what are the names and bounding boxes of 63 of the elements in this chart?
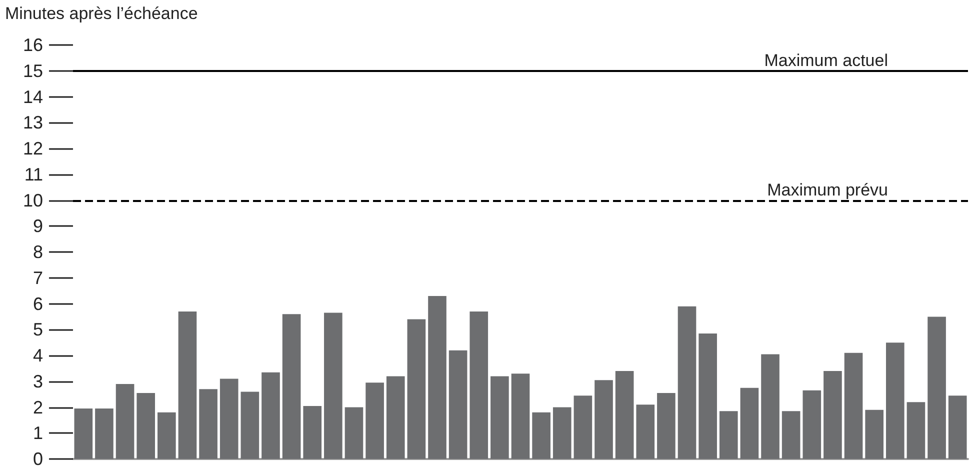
bar (761, 354, 780, 459)
y-tick-label: 14 (22, 86, 43, 107)
y-tick-label: 4 (32, 346, 43, 366)
y-tick-label: 12 (22, 138, 43, 158)
bar (678, 306, 696, 459)
bar (615, 371, 634, 459)
y-tick-label: 16 (22, 35, 43, 55)
bar (95, 408, 114, 459)
ref-line-label: Maximum prévu (767, 180, 888, 200)
bar (303, 406, 322, 459)
bar (136, 393, 156, 459)
bar (636, 404, 655, 459)
bar (844, 352, 863, 459)
bar (782, 411, 800, 459)
bar (906, 402, 926, 459)
bar (802, 390, 822, 459)
y-tick-label: 1 (32, 423, 43, 444)
bar (262, 372, 280, 459)
bar (824, 371, 842, 459)
bar (928, 316, 946, 459)
bar (719, 411, 738, 459)
bar (407, 319, 426, 459)
y-tick-label: 2 (32, 397, 43, 418)
bar (240, 392, 260, 459)
bar (324, 312, 342, 459)
bar (158, 412, 176, 459)
bar (199, 389, 218, 459)
bar (698, 334, 717, 459)
y-tick-label: 5 (32, 320, 43, 340)
bar (282, 314, 301, 459)
y-tick-label: 0 (32, 449, 43, 468)
y-tick-label: 11 (24, 164, 43, 184)
ref-line-label: Maximum actuel (764, 50, 888, 70)
y-tick-label: 13 (22, 112, 43, 133)
bar (511, 374, 530, 459)
bar (178, 312, 197, 459)
bar (490, 376, 509, 459)
y-tick-label: 15 (22, 60, 43, 81)
y-tick-label: 3 (32, 371, 43, 392)
bar (594, 380, 613, 459)
bar (740, 388, 759, 459)
bar (74, 408, 93, 459)
y-tick-label: 6 (32, 294, 43, 314)
y-tick-label: 7 (32, 268, 43, 288)
bar (220, 378, 238, 459)
bar (657, 393, 676, 459)
bar (344, 407, 364, 459)
bar (448, 350, 468, 459)
bar (886, 342, 904, 459)
bar (428, 296, 446, 459)
bar (865, 410, 884, 459)
bar (386, 376, 405, 459)
y-axis-title: Minutes après l’échéance (5, 4, 198, 23)
bar (552, 407, 572, 459)
y-tick-label: 8 (32, 242, 43, 262)
y-tick-label: 9 (32, 216, 43, 236)
bar (532, 412, 550, 459)
bar (366, 382, 384, 459)
bar (574, 396, 592, 459)
y-tick-label: 10 (22, 190, 43, 210)
bar (470, 312, 488, 459)
bar (948, 396, 967, 459)
bar (116, 384, 134, 459)
